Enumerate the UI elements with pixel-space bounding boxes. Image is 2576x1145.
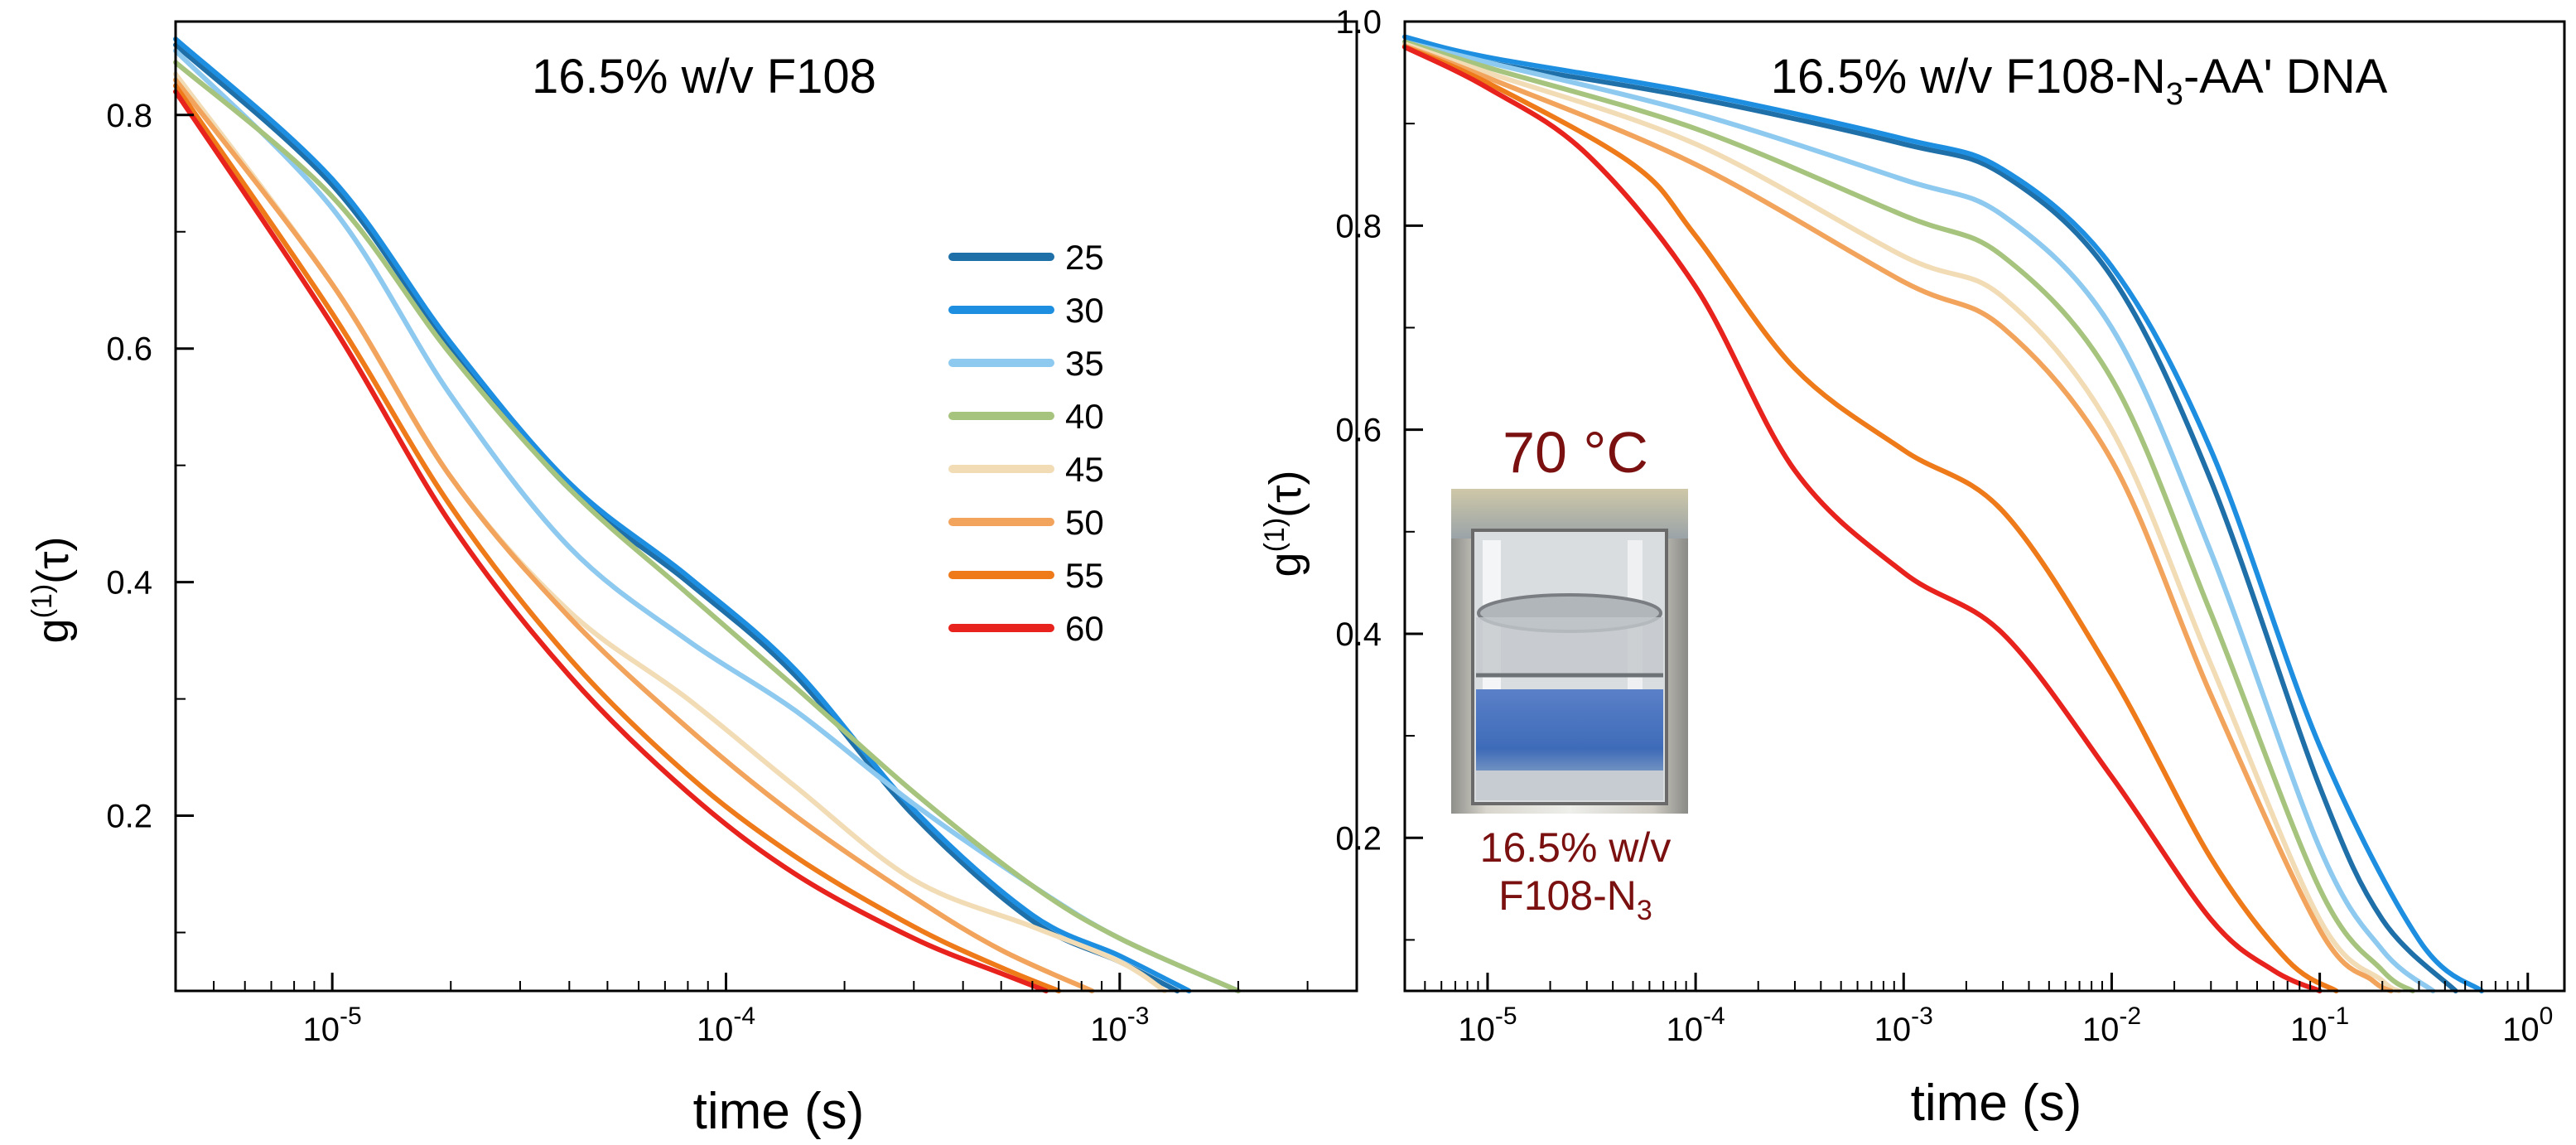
x-tick-label: 10-4: [697, 1002, 755, 1048]
right-ylabel-main: g: [1261, 552, 1310, 577]
right-series-30: [1402, 34, 2485, 993]
y-tick-label: 0.2: [1335, 820, 1382, 857]
svg-text:g(1)(τ): g(1)(τ): [27, 537, 78, 644]
y-tick-label: 0.6: [1335, 413, 1382, 449]
right-title-sub: 3: [2166, 77, 2183, 112]
x-tick-label: 10-5: [1458, 1002, 1517, 1048]
y-tick-label: 0.2: [106, 799, 152, 835]
left-chart-title: 16.5% w/v F108: [532, 50, 876, 104]
y-tick-label: 0.8: [1335, 208, 1382, 244]
right-chart-panel: 10-5 10-4 10-3 10-2 10-1 100 0.2 0.4 0.6 0.8 1.0 1…: [1259, 4, 2566, 1132]
right-series-35: [1402, 39, 2436, 993]
left-ylabel-arg: (τ): [28, 537, 78, 584]
inset-photo-group: 70 °C: [1451, 420, 1688, 926]
left-series-group: [173, 36, 1241, 993]
left-legend: 25 30 35 40 45 50 55 60: [948, 238, 1104, 648]
legend-label-45: 45: [1065, 450, 1104, 489]
x-tick-label: 10-5: [303, 1002, 362, 1048]
x-tick-label: 10-4: [1667, 1002, 1725, 1048]
right-series-45: [1402, 41, 2402, 993]
inset-caption-sub: 3: [1637, 895, 1652, 926]
legend-label-35: 35: [1065, 344, 1104, 383]
svg-text:g(1)(τ): g(1)(τ): [1259, 471, 1310, 577]
left-plot-frame: [174, 20, 1358, 993]
left-gridless-bg: [176, 22, 1357, 991]
x-tick-label: 10-3: [1090, 1002, 1149, 1048]
y-tick-label: 1.0: [1335, 4, 1382, 41]
right-series-25: [1402, 39, 2458, 993]
right-series-group: [1402, 34, 2485, 993]
legend-label-50: 50: [1065, 503, 1104, 542]
y-tick-label: 0.6: [106, 331, 152, 368]
left-x-axis-title: time (s): [693, 1083, 865, 1140]
legend-label-60: 60: [1065, 609, 1104, 648]
right-x-axis-title: time (s): [1911, 1075, 2082, 1132]
right-series-55: [1402, 44, 2339, 993]
left-chart-panel: 10-5 10-4 10-30.20.40.60.8 16.5% w/v F108 …: [27, 20, 1358, 1140]
right-axis-ticks: 10-5 10-4 10-3 10-2 10-1 100 0.2 0.4 0.6 0.8 1.0: [1335, 4, 2553, 1048]
inset-caption-line2: F108-N3: [1498, 872, 1652, 926]
legend-label-25: 25: [1065, 238, 1104, 277]
x-tick-label: 10-2: [2082, 1002, 2141, 1048]
right-title-prefix: 16.5% w/v F108-N: [1771, 50, 2166, 104]
right-y-axis-title: g(1)(τ): [1259, 471, 1310, 577]
inset-caption-prefix: F108-N: [1498, 872, 1637, 919]
left-series-50: [173, 77, 1095, 993]
left-series-60: [173, 89, 1049, 993]
left-series-25: [173, 42, 1180, 993]
right-ylabel-arg: (τ): [1261, 471, 1310, 518]
y-tick-label: 0.4: [106, 565, 152, 601]
y-tick-label: 0.8: [106, 98, 152, 134]
left-series-30: [173, 36, 1192, 993]
inset-caption-line1: 16.5% w/v: [1480, 824, 1672, 871]
left-y-axis-title: g(1)(τ): [27, 537, 78, 644]
left-axis-ticks: 10-5 10-4 10-3 0.2 0.4 0.6 0.8: [106, 98, 1358, 1048]
x-tick-label: 10-1: [2290, 1002, 2349, 1048]
legend-label-30: 30: [1065, 291, 1104, 330]
vial-photo: [1451, 489, 1688, 814]
left-series-40: [173, 60, 1241, 993]
legend-label-55: 55: [1065, 556, 1104, 595]
left-ylabel-super: (1): [27, 584, 58, 619]
right-title-suffix: -AA' DNA: [2183, 50, 2388, 104]
x-tick-label: 100: [2502, 1002, 2553, 1048]
left-ylabel-main: g: [28, 618, 78, 643]
legend-label-40: 40: [1065, 397, 1104, 436]
x-tick-label: 10-3: [1874, 1002, 1933, 1048]
left-series-55: [173, 83, 1062, 993]
right-series-50: [1402, 43, 2394, 993]
right-series-40: [1402, 39, 2415, 993]
y-tick-label: 0.4: [1335, 616, 1382, 653]
right-chart-title: 16.5% w/v F108-N3-AA' DNA: [1771, 50, 2388, 112]
right-series-60: [1402, 44, 2323, 993]
right-ylabel-super: (1): [1259, 518, 1290, 553]
inset-title: 70 °C: [1503, 420, 1648, 485]
right-plot-frame: [1403, 20, 2566, 993]
